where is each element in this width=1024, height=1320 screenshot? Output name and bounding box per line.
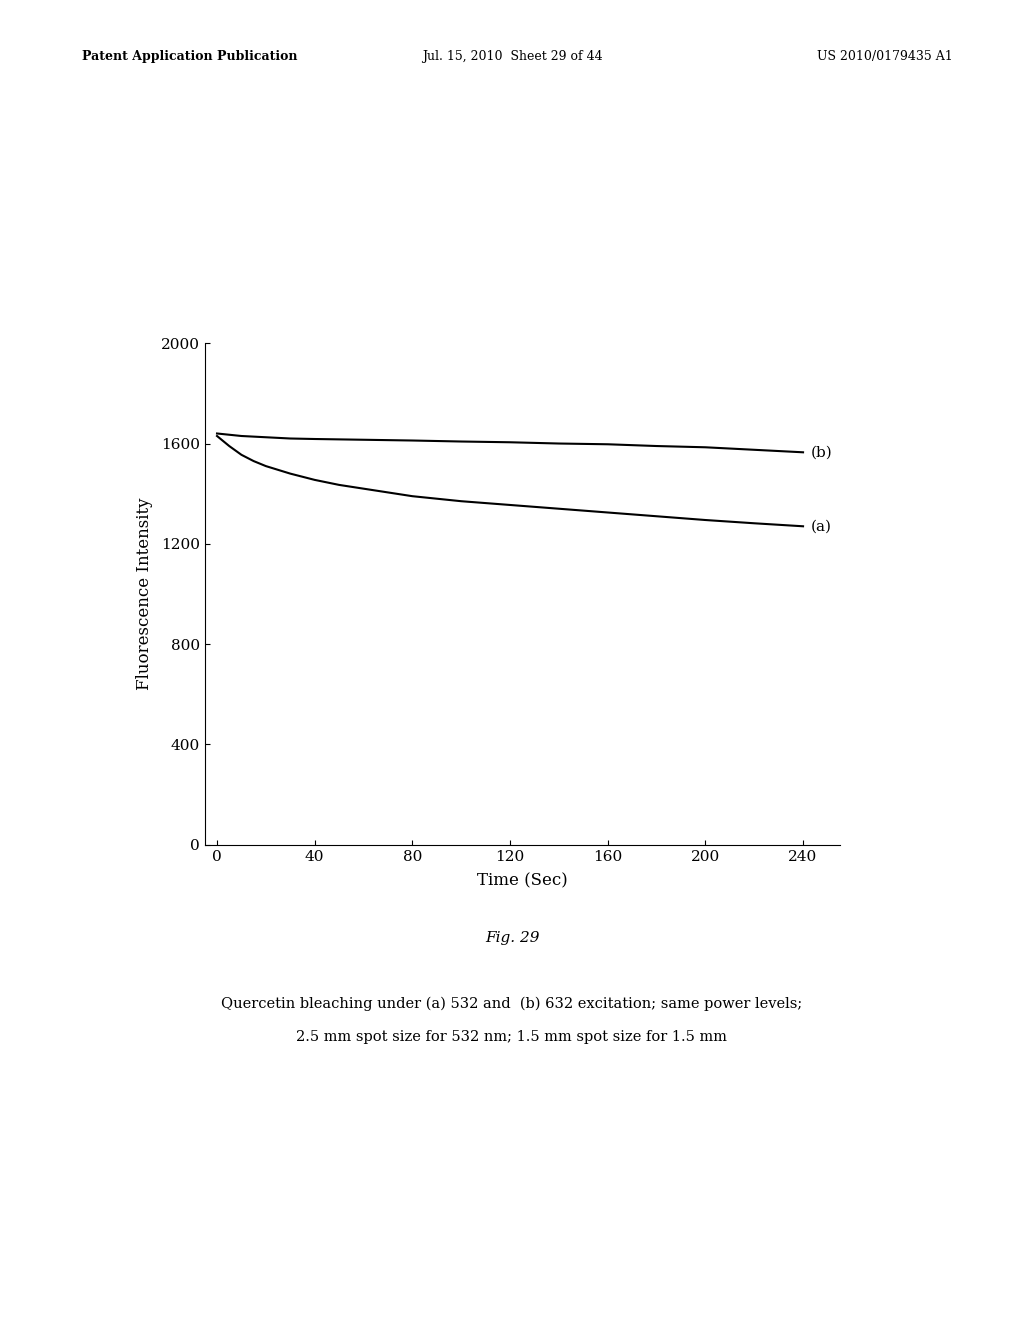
Y-axis label: Fluorescence Intensity: Fluorescence Intensity — [135, 498, 153, 690]
X-axis label: Time (Sec): Time (Sec) — [477, 873, 567, 888]
Text: Fig. 29: Fig. 29 — [484, 931, 540, 945]
Text: (a): (a) — [810, 519, 831, 533]
Text: (b): (b) — [810, 445, 833, 459]
Text: Quercetin bleaching under (a) 532 and  (b) 632 excitation; same power levels;: Quercetin bleaching under (a) 532 and (b… — [221, 997, 803, 1011]
Text: 2.5 mm spot size for 532 nm; 1.5 mm spot size for 1.5 mm: 2.5 mm spot size for 532 nm; 1.5 mm spot… — [297, 1030, 727, 1044]
Text: Jul. 15, 2010  Sheet 29 of 44: Jul. 15, 2010 Sheet 29 of 44 — [422, 50, 602, 63]
Text: US 2010/0179435 A1: US 2010/0179435 A1 — [816, 50, 952, 63]
Text: Patent Application Publication: Patent Application Publication — [82, 50, 297, 63]
